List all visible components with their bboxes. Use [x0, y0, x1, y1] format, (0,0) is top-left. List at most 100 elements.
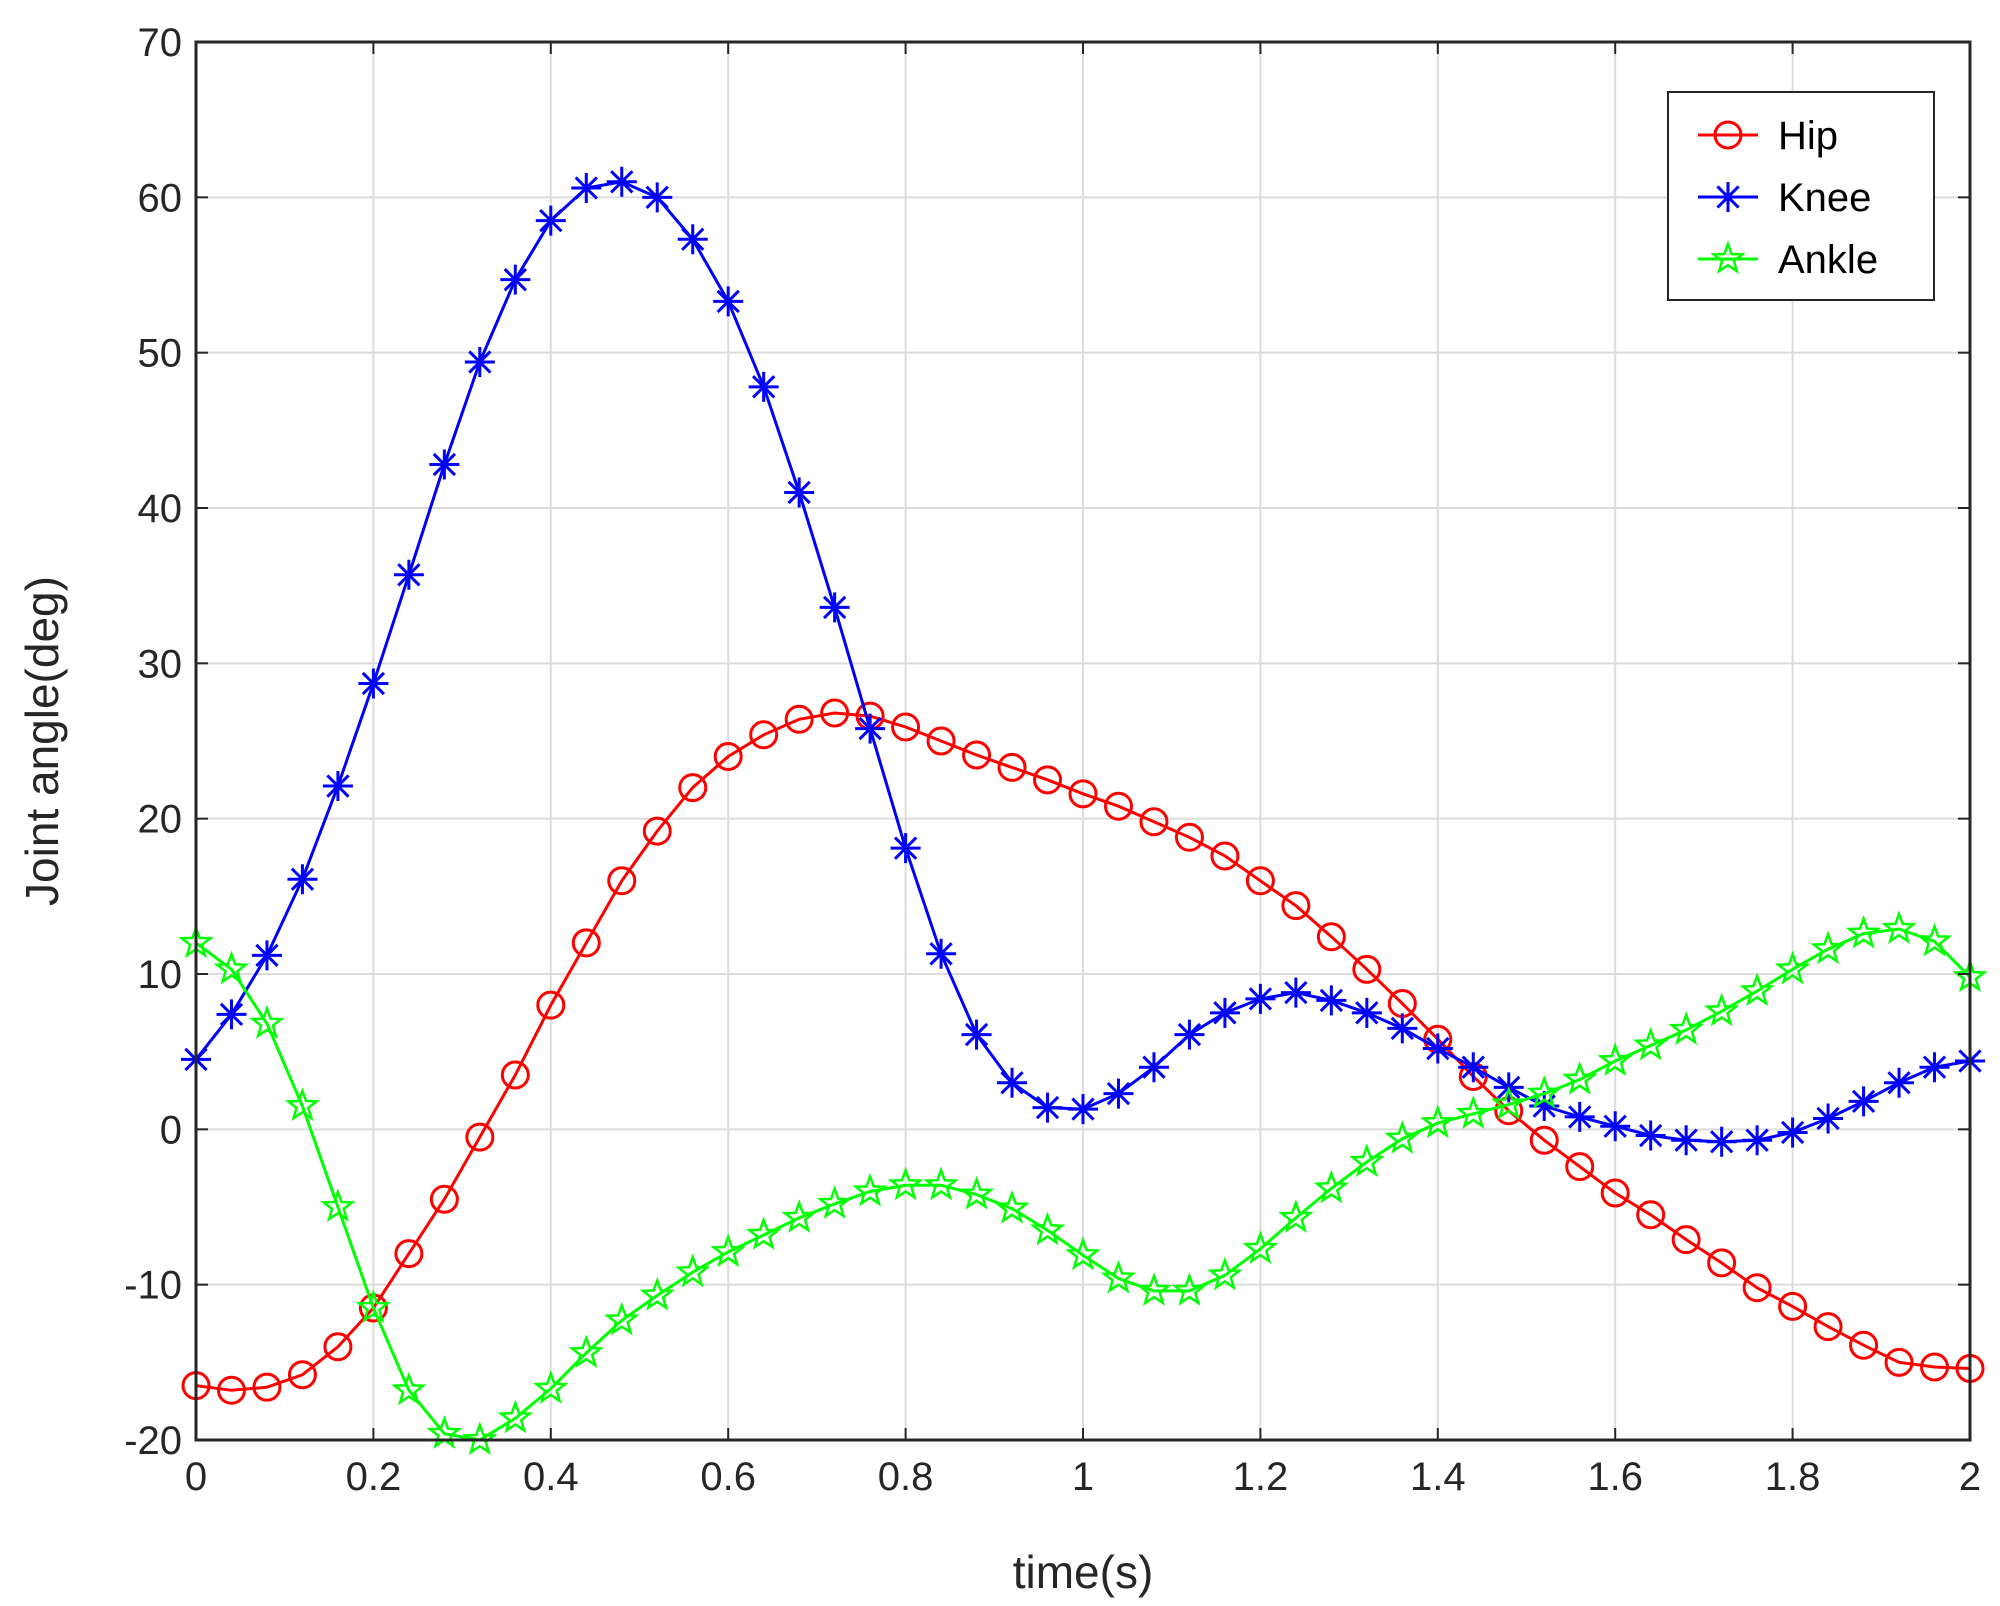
- data-point-hip: [749, 720, 779, 750]
- data-point-knee: [1316, 985, 1347, 1016]
- data-point-ankle: [1065, 1236, 1101, 1271]
- data-point-ankle: [1916, 922, 1953, 957]
- data-point-hip: [500, 1060, 530, 1090]
- data-point-hip: [465, 1122, 495, 1152]
- y-tick-label: 0: [160, 1108, 182, 1152]
- legend: Hip Knee Ankle: [1667, 91, 1935, 301]
- data-point-ankle: [1207, 1256, 1243, 1291]
- data-point-ankle: [497, 1399, 534, 1434]
- series-line-ankle: [195, 927, 1972, 1442]
- data-point-hip: [1103, 791, 1133, 821]
- data-point-ankle: [1136, 1272, 1172, 1306]
- data-point-ankle: [320, 1188, 356, 1223]
- data-point-knee: [251, 940, 282, 971]
- data-point-knee: [1458, 1052, 1489, 1083]
- data-point-hip: [926, 726, 956, 756]
- x-tick-label: 0.6: [700, 1455, 756, 1499]
- x-tick-label: 1.2: [1233, 1455, 1289, 1499]
- data-point-hip: [394, 1239, 424, 1269]
- data-point-ankle: [462, 1421, 498, 1456]
- data-point-ankle: [1029, 1211, 1066, 1246]
- data-point-ankle: [1171, 1272, 1208, 1306]
- data-point-ankle: [1242, 1230, 1279, 1265]
- x-tick-label: 1.8: [1765, 1455, 1821, 1499]
- data-point-ankle: [213, 950, 250, 985]
- legend-marker-knee: [1713, 182, 1743, 212]
- data-point-ankle: [284, 1087, 321, 1122]
- data-point-knee: [855, 713, 886, 744]
- data-point-hip: [1565, 1152, 1595, 1182]
- y-tick-label: -20: [124, 1419, 182, 1463]
- data-point-knee: [1138, 1052, 1169, 1083]
- y-tick-label: 40: [138, 487, 183, 531]
- data-point-knee: [1777, 1117, 1808, 1148]
- data-point-knee: [322, 771, 353, 802]
- data-point-ankle: [781, 1199, 817, 1233]
- x-tick-label: 0: [185, 1455, 207, 1499]
- data-point-knee: [606, 166, 637, 197]
- data-point-ankle: [568, 1334, 604, 1369]
- data-point-ankle: [639, 1276, 675, 1311]
- data-point-knee: [1174, 1019, 1205, 1050]
- legend-marker-hip: [1713, 120, 1743, 150]
- data-point-knee: [1671, 1125, 1702, 1156]
- x-tick-label: 2: [1959, 1455, 1981, 1499]
- data-point-ankle: [1313, 1169, 1350, 1204]
- data-point-knee: [642, 182, 673, 213]
- data-point-hip: [642, 816, 672, 846]
- data-point-hip: [287, 1360, 317, 1390]
- data-point-knee: [1103, 1078, 1134, 1109]
- data-point-knee: [713, 286, 744, 317]
- x-tick-label: 1.4: [1410, 1455, 1466, 1499]
- data-point-ankle: [1703, 992, 1740, 1027]
- data-point-hip: [607, 866, 637, 896]
- data-point-knee: [1600, 1111, 1631, 1142]
- data-point-knee: [1813, 1103, 1844, 1134]
- data-point-knee: [1635, 1120, 1666, 1151]
- data-point-hip: [1849, 1330, 1879, 1360]
- data-point-hip: [1813, 1312, 1843, 1342]
- data-point-ankle: [745, 1216, 782, 1251]
- data-point-ankle: [355, 1289, 392, 1324]
- data-point-knee: [393, 559, 424, 590]
- data-point-knee: [1280, 977, 1311, 1008]
- data-point-hip: [962, 740, 992, 770]
- data-point-ankle: [710, 1233, 746, 1268]
- data-point-ankle: [1455, 1095, 1491, 1129]
- y-tick-label: 30: [138, 642, 183, 686]
- data-point-ankle: [1774, 950, 1811, 985]
- data-point-hip: [252, 1372, 282, 1402]
- data-point-ankle: [1562, 1060, 1598, 1095]
- data-point-knee: [358, 668, 389, 699]
- y-tick-label: -10: [124, 1264, 182, 1308]
- data-point-knee: [1706, 1126, 1737, 1157]
- x-tick-label: 1.6: [1587, 1455, 1643, 1499]
- data-point-knee: [1209, 997, 1240, 1028]
- y-axis-label: Joint angle(deg): [16, 576, 68, 906]
- data-point-knee: [784, 477, 815, 508]
- tick-labels: 0 0.2 0.4 0.6 0.8 1 1.2 1.4 1.6 1.8 2 -20 -10 0 10 20 30…: [124, 21, 1981, 1499]
- legend-marker-ankle: [1710, 240, 1746, 275]
- data-point-ankle: [1100, 1259, 1137, 1294]
- legend-item-knee: Knee: [1698, 176, 1871, 220]
- data-point-hip: [1636, 1200, 1666, 1230]
- data-point-hip: [1742, 1273, 1772, 1303]
- data-point-hip: [678, 773, 708, 803]
- data-point-knee: [1032, 1092, 1063, 1123]
- data-point-ankle: [249, 1005, 285, 1039]
- x-tick-label: 0.8: [878, 1455, 934, 1499]
- x-tick-label: 0.2: [346, 1455, 402, 1499]
- data-point-hip: [997, 752, 1027, 782]
- data-point-hip: [1139, 807, 1169, 837]
- data-point-ankle: [1881, 910, 1917, 945]
- data-point-hip: [1174, 822, 1204, 852]
- data-point-knee: [1422, 1033, 1453, 1064]
- data-point-knee: [1529, 1091, 1560, 1122]
- data-point-ankle: [1420, 1104, 1456, 1139]
- series-knee: [181, 166, 1985, 1157]
- data-point-ankle: [604, 1301, 640, 1336]
- data-point-knee: [535, 205, 566, 236]
- data-point-knee: [216, 999, 247, 1030]
- data-point-knee: [500, 264, 531, 295]
